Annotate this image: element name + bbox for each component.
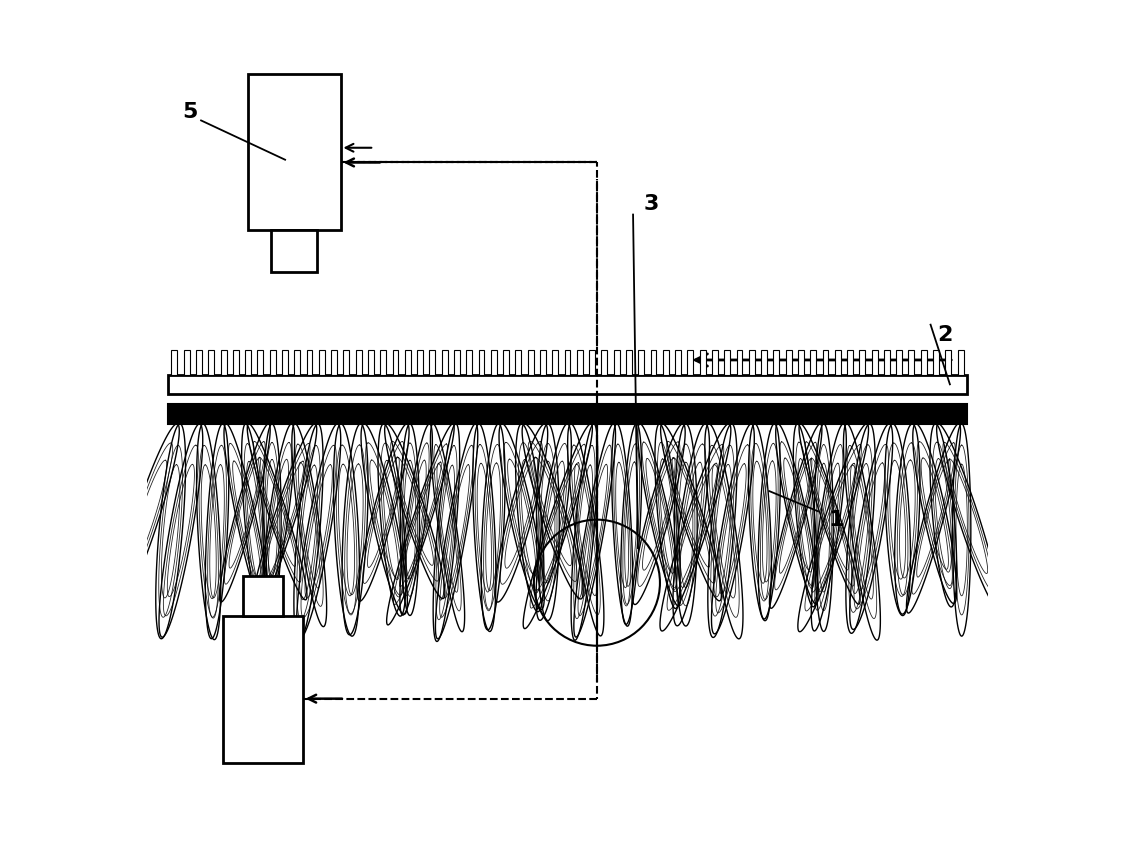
Bar [171,350,177,375]
Bar [454,350,460,375]
Bar [258,350,263,375]
Bar [699,350,706,375]
Text: 2: 2 [938,325,952,345]
Bar [249,74,340,230]
Bar [271,230,318,272]
Bar [245,350,251,375]
Bar [393,350,398,375]
Bar [675,350,681,375]
Bar [209,350,215,375]
Bar [479,350,485,375]
Bar [466,350,472,375]
Bar [220,350,227,375]
Bar [602,350,607,375]
Bar [650,350,656,375]
Bar [344,350,350,375]
Text: 5: 5 [183,102,197,122]
Bar [859,350,865,375]
Bar [319,350,325,375]
Bar [724,350,730,375]
Bar [933,350,939,375]
Bar [243,576,283,616]
Bar [712,350,717,375]
Bar [872,350,877,375]
Bar [884,350,890,375]
Bar [577,350,582,375]
Bar [270,350,276,375]
Bar [897,350,902,375]
Bar [306,350,312,375]
Bar [168,404,967,424]
Bar [773,350,780,375]
Bar [663,350,669,375]
Bar [515,350,521,375]
Bar [368,350,373,375]
Bar [503,350,508,375]
Bar [614,350,620,375]
Text: 1: 1 [829,509,843,530]
Bar [331,350,337,375]
Bar [405,350,411,375]
Bar [418,350,423,375]
Bar [564,350,571,375]
Bar [945,350,951,375]
Bar [908,350,915,375]
Bar [233,350,238,375]
Text: 3: 3 [644,195,658,215]
Bar [589,350,595,375]
Bar [737,350,742,375]
Bar [196,350,202,375]
Bar [222,616,303,763]
Bar [958,350,964,375]
Bar [638,350,645,375]
Bar [627,350,632,375]
Bar [823,350,829,375]
Bar [355,350,362,375]
Bar [553,350,558,375]
Bar [294,350,300,375]
Bar [168,375,967,393]
Bar [490,350,497,375]
Bar [184,350,190,375]
Bar [528,350,533,375]
Bar [835,350,841,375]
Bar [762,350,767,375]
Bar [429,350,436,375]
Bar [749,350,755,375]
Bar [442,350,447,375]
Bar [540,350,546,375]
Bar [281,350,288,375]
Bar [810,350,816,375]
Bar [920,350,926,375]
Bar [380,350,386,375]
Bar [785,350,791,375]
Bar [847,350,854,375]
Bar [798,350,804,375]
Bar [688,350,693,375]
